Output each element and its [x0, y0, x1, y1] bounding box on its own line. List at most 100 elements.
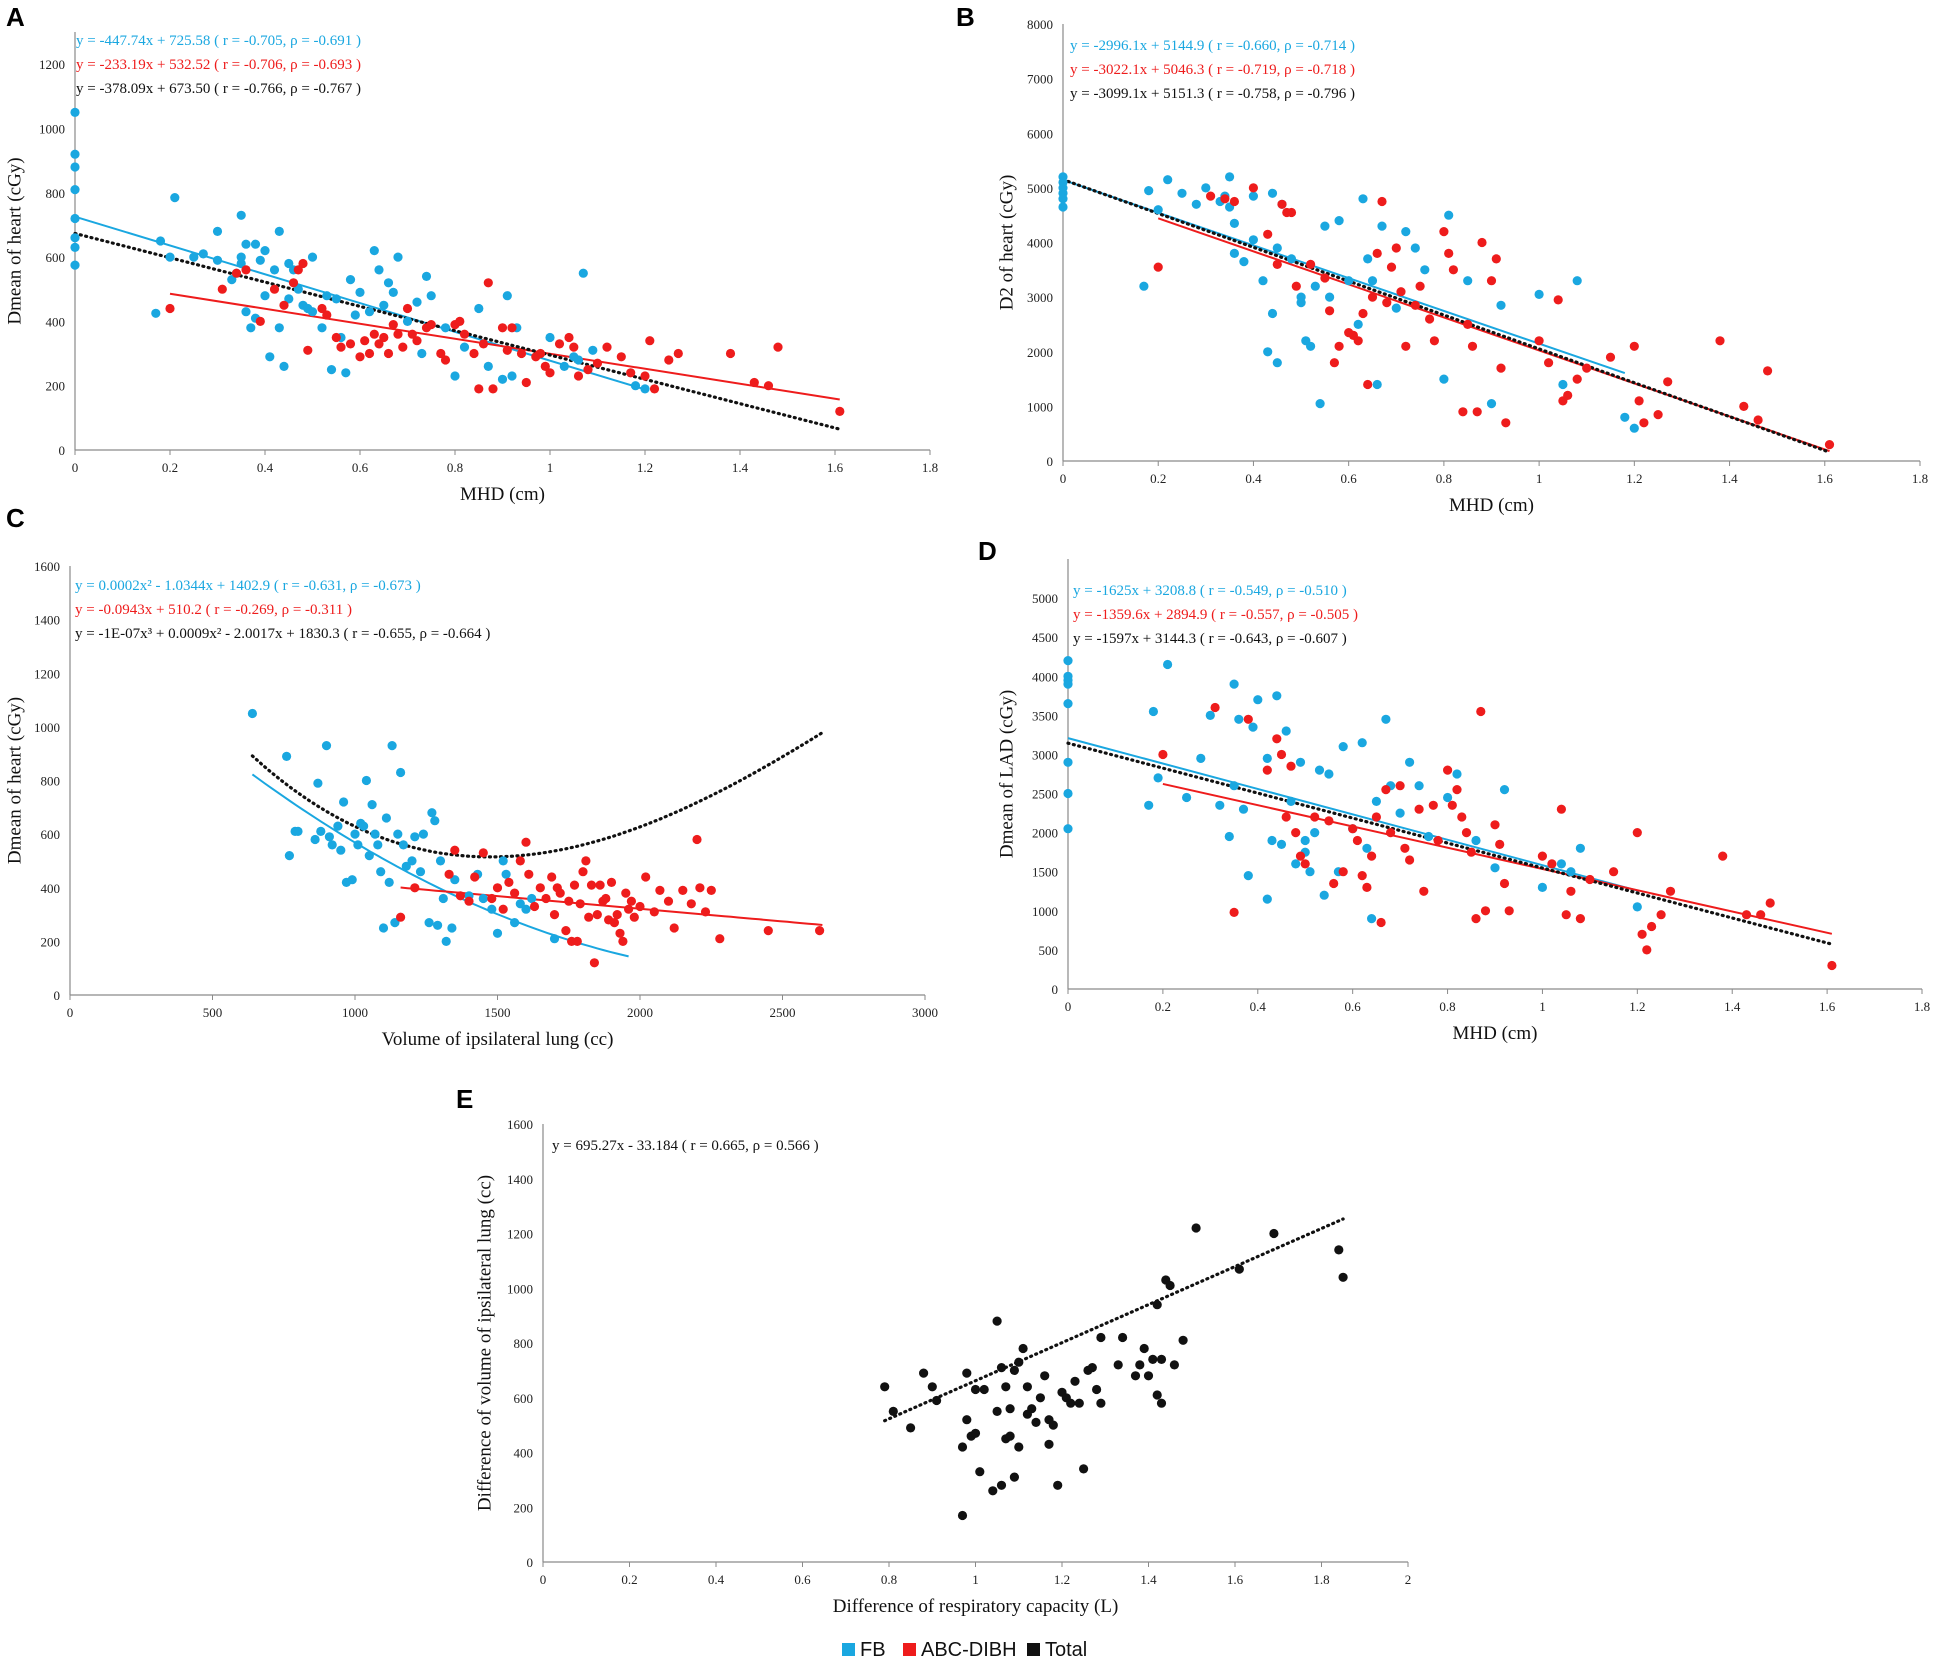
data-point-abcdibh — [592, 358, 603, 368]
data-point-total — [927, 1382, 937, 1392]
data-point-fb — [1177, 188, 1187, 198]
panel-letter: B — [956, 2, 975, 32]
data-point-abcdibh — [1572, 374, 1582, 384]
data-point-abcdibh — [293, 265, 303, 275]
data-point-abcdibh — [1553, 295, 1563, 305]
data-point-fb — [321, 741, 332, 751]
data-point-fb — [1558, 379, 1568, 390]
data-point-total — [1074, 1398, 1084, 1408]
data-point-abcdibh — [1458, 407, 1468, 417]
data-point-fb — [1395, 808, 1405, 818]
data-point-abcdibh — [1286, 207, 1297, 218]
data-point-fb — [412, 297, 422, 307]
data-point-fb — [1305, 867, 1315, 877]
data-point-fb — [316, 826, 326, 837]
x-tick-label: 1.4 — [732, 460, 749, 475]
data-point-fb — [509, 918, 520, 928]
data-point-fb — [478, 893, 488, 904]
data-point-abcdibh — [1272, 259, 1282, 269]
data-point-total — [957, 1442, 968, 1452]
y-axis-title: Dmean of LAD (cGy) — [996, 690, 1017, 858]
data-point-abcdibh — [1272, 734, 1282, 744]
data-point-fb — [70, 213, 80, 224]
y-tick-label: 2000 — [1027, 345, 1053, 360]
chart-panel-b: B 0 0.2 0.4 0.6 0.8 1 1.2 1.4 1.6 1.8 0 1000 2000 3000… — [956, 2, 1928, 516]
y-tick-label: 1600 — [34, 559, 60, 574]
data-point-fb — [1410, 243, 1420, 253]
data-point-total — [1152, 1390, 1162, 1400]
data-point-fb — [1063, 788, 1073, 799]
data-point-fb — [433, 920, 443, 930]
y-tick-label: 1000 — [1032, 904, 1058, 919]
data-point-fb — [418, 829, 428, 839]
data-point-total — [880, 1382, 890, 1392]
data-point-fb — [1205, 710, 1215, 721]
data-point-abcdibh — [1329, 358, 1339, 368]
data-point-total — [992, 1406, 1002, 1416]
data-point-abcdibh — [1656, 910, 1666, 920]
data-point-fb — [1262, 753, 1272, 764]
data-point-fb — [1196, 753, 1206, 764]
data-point-abcdibh — [1348, 824, 1358, 834]
data-point-fb — [388, 287, 398, 297]
data-point-abcdibh — [1291, 281, 1301, 291]
data-point-total — [962, 1415, 972, 1425]
y-axis-title: Dmean of heart (cGy) — [4, 697, 25, 864]
data-point-fb — [336, 845, 346, 855]
y-tick-label: 5000 — [1027, 181, 1053, 196]
data-point-abcdibh — [535, 348, 546, 359]
fit-line-total — [1066, 741, 1834, 946]
regression-equation-fb: y = -1625x + 3208.8 ( r = -0.549, ρ = -0… — [1073, 583, 1347, 599]
regression-equation-abcdibh: y = -233.19x + 532.52 ( r = -0.706, ρ = … — [76, 57, 361, 73]
data-point-fb — [401, 861, 411, 871]
data-point-abcdibh — [1206, 191, 1216, 201]
data-point-fb — [1310, 828, 1320, 838]
regression-equation-abcdibh: y = -0.0943x + 510.2 ( r = -0.269, ρ = -… — [75, 602, 352, 618]
data-point-fb — [502, 291, 512, 301]
regression-equation-total: y = -3099.1x + 5151.3 ( r = -0.758, ρ = … — [1070, 86, 1355, 102]
x-tick-label: 1.6 — [1817, 471, 1834, 486]
data-point-abcdibh — [1637, 929, 1647, 939]
data-point-abcdibh — [664, 355, 674, 365]
x-tick-label: 0 — [67, 1005, 74, 1020]
y-tick-label: 1400 — [507, 1172, 533, 1187]
x-tick-label: 0.6 — [352, 460, 369, 475]
x-tick-label: 0.6 — [1345, 999, 1362, 1014]
data-point-fb — [307, 307, 318, 317]
x-tick-label: 0.2 — [1150, 471, 1166, 486]
data-point-abcdibh — [1663, 377, 1673, 387]
data-point-abcdibh — [1499, 878, 1510, 889]
y-tick-label: 1200 — [507, 1227, 533, 1242]
y-tick-label: 200 — [514, 1500, 534, 1515]
data-point-fb — [1215, 800, 1225, 810]
data-point-fb — [326, 365, 337, 375]
y-tick-label: 0 — [1047, 454, 1054, 469]
data-point-abcdibh — [1324, 816, 1334, 826]
data-point-fb — [1286, 796, 1296, 807]
data-point-abcdibh — [835, 406, 845, 416]
data-point-total — [1156, 1398, 1167, 1408]
data-point-fb — [396, 767, 406, 778]
regression-equation-fb: y = -2996.1x + 5144.9 ( r = -0.660, ρ = … — [1070, 38, 1355, 54]
x-axis-title: MHD (cm) — [460, 484, 545, 505]
data-point-abcdibh — [1486, 276, 1497, 286]
data-point-total — [906, 1423, 916, 1433]
legend-swatch-fb — [842, 1643, 855, 1656]
data-point-fb — [1372, 379, 1382, 390]
y-tick-label: 8000 — [1027, 17, 1053, 32]
data-point-total — [1269, 1228, 1279, 1239]
data-point-abcdibh — [1329, 878, 1339, 889]
data-point-total — [992, 1316, 1002, 1326]
data-point-abcdibh — [1537, 851, 1547, 861]
data-point-abcdibh — [396, 912, 406, 922]
legend-label: Total — [1045, 1639, 1087, 1661]
data-point-abcdibh — [426, 320, 436, 330]
data-point-fb — [361, 775, 371, 786]
data-point-fb — [1201, 183, 1211, 193]
data-point-fb — [1239, 257, 1249, 267]
data-point-total — [1338, 1272, 1348, 1282]
x-tick-label: 0 — [1060, 471, 1067, 486]
data-point-abcdibh — [1419, 886, 1429, 896]
data-point-fb — [640, 384, 650, 394]
data-point-total — [1118, 1332, 1128, 1343]
